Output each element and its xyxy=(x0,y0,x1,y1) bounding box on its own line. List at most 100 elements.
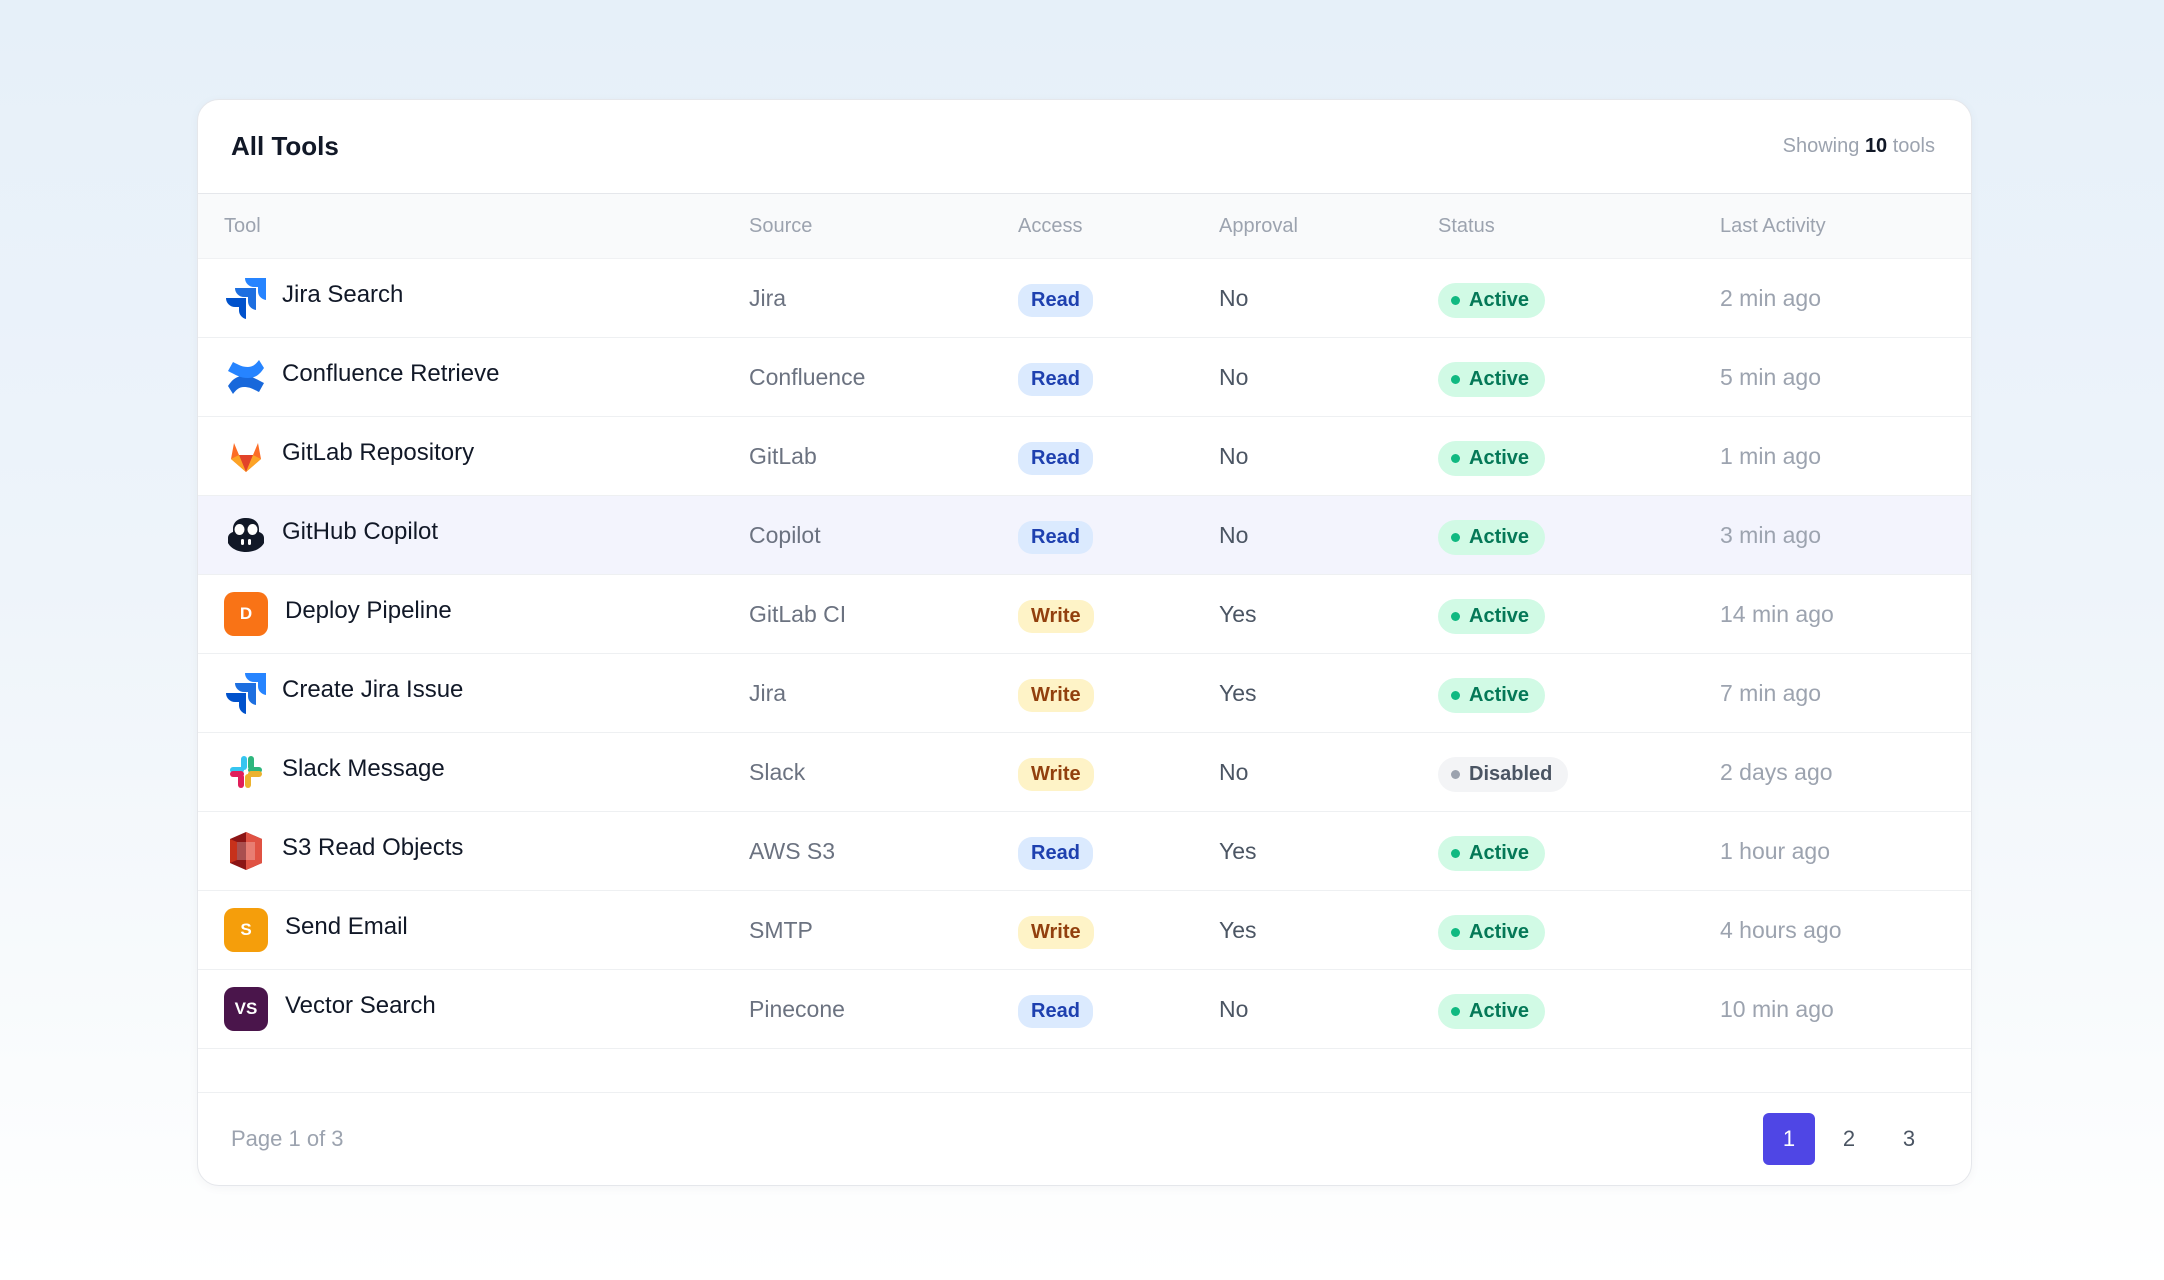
source-cell: Confluence xyxy=(749,363,866,390)
source-cell: Pinecone xyxy=(749,995,845,1022)
tool-cell: GitHub Copilot xyxy=(224,496,438,574)
access-cell: Write xyxy=(1018,575,1094,653)
last-activity-cell: 3 min ago xyxy=(1720,521,1822,548)
access-cell: Read xyxy=(1018,970,1093,1048)
source-cell: Jira xyxy=(749,284,787,311)
table-header: Tool Source Access Approval Status Last … xyxy=(198,194,1971,259)
access-cell: Read xyxy=(1018,496,1093,574)
access-cell: Read xyxy=(1018,259,1093,337)
access-cell: Read xyxy=(1018,812,1093,890)
page-info: Page 1 of 3 xyxy=(231,1126,344,1151)
access-cell: Read xyxy=(1018,417,1093,495)
gitlab-icon xyxy=(224,434,268,478)
status-cell: Active xyxy=(1438,575,1546,653)
table-body: Jira Search Jira Read No Active 2 min ag… xyxy=(198,259,1971,1049)
column-header-status[interactable]: Status xyxy=(1438,214,1495,237)
access-badge: Read xyxy=(1018,283,1093,317)
last-activity-cell: 7 min ago xyxy=(1720,679,1822,706)
status-badge: Active xyxy=(1438,835,1546,871)
tool-cell: Slack Message xyxy=(224,733,445,811)
access-cell: Write xyxy=(1018,891,1094,969)
approval-cell: Yes xyxy=(1219,679,1257,706)
column-header-tool[interactable]: Tool xyxy=(224,214,261,237)
approval-cell: No xyxy=(1219,758,1249,785)
approval-cell: No xyxy=(1219,442,1249,469)
status-cell: Active xyxy=(1438,496,1546,574)
table-row-create-jira-issue[interactable]: Create Jira Issue Jira Write Yes Active … xyxy=(198,654,1971,733)
column-header-source[interactable]: Source xyxy=(749,214,813,237)
status-dot-icon xyxy=(1451,295,1460,305)
access-badge: Read xyxy=(1018,836,1093,870)
table-row-deploy-pipeline[interactable]: D Deploy Pipeline GitLab CI Write Yes Ac… xyxy=(198,575,1971,654)
approval-cell: No xyxy=(1219,995,1249,1022)
status-cell: Active xyxy=(1438,891,1546,969)
showing-count: Showing 10 tools xyxy=(1782,135,1935,157)
last-activity-cell: 14 min ago xyxy=(1720,600,1834,627)
tool-name[interactable]: Vector Search xyxy=(285,992,436,1019)
page-button-3[interactable]: 3 xyxy=(1902,1126,1916,1151)
last-activity-cell: 5 min ago xyxy=(1720,363,1822,390)
letter-s-icon: S xyxy=(224,908,268,952)
card-title: All Tools xyxy=(231,131,339,161)
status-dot-icon xyxy=(1451,927,1460,937)
copilot-icon xyxy=(224,513,268,557)
tool-name[interactable]: GitLab Repository xyxy=(282,439,475,466)
column-header-approval[interactable]: Approval xyxy=(1219,214,1298,237)
page-button-2[interactable]: 2 xyxy=(1842,1126,1856,1151)
access-badge: Write xyxy=(1018,599,1094,633)
table-row-gitlab-repository[interactable]: GitLab Repository GitLab Read No Active … xyxy=(198,417,1971,496)
status-dot-icon xyxy=(1451,1006,1460,1016)
table-row-github-copilot[interactable]: GitHub Copilot Copilot Read No Active 3 … xyxy=(198,496,1971,575)
tool-name[interactable]: Send Email xyxy=(285,913,408,940)
status-dot-icon xyxy=(1451,374,1460,384)
last-activity-cell: 1 hour ago xyxy=(1720,837,1830,864)
status-cell: Active xyxy=(1438,338,1546,416)
status-dot-icon xyxy=(1451,690,1460,700)
access-badge: Read xyxy=(1018,362,1093,396)
table-row-send-email[interactable]: S Send Email SMTP Write Yes Active 4 hou… xyxy=(198,891,1971,970)
tool-cell: Jira Search xyxy=(224,259,403,337)
confluence-icon xyxy=(224,355,268,399)
tool-name[interactable]: Create Jira Issue xyxy=(282,676,464,703)
last-activity-cell: 2 days ago xyxy=(1720,758,1833,785)
status-cell: Disabled xyxy=(1438,733,1569,811)
tool-name[interactable]: Deploy Pipeline xyxy=(285,597,452,624)
access-badge: Write xyxy=(1018,678,1094,712)
tool-cell: Confluence Retrieve xyxy=(224,338,499,416)
tool-name[interactable]: Slack Message xyxy=(282,755,445,782)
letter-vs-icon: VS xyxy=(224,987,268,1031)
pagination: 1 2 3 xyxy=(1763,1113,1935,1165)
page-button-1[interactable]: 1 xyxy=(1763,1113,1815,1165)
status-badge: Active xyxy=(1438,914,1546,950)
table-row-slack-message[interactable]: Slack Message Slack Write No Disabled 2 … xyxy=(198,733,1971,812)
approval-cell: Yes xyxy=(1219,837,1257,864)
last-activity-cell: 4 hours ago xyxy=(1720,916,1842,943)
status-dot-icon xyxy=(1451,532,1460,542)
card-header: All Tools Showing 10 tools xyxy=(198,100,1971,194)
last-activity-cell: 10 min ago xyxy=(1720,995,1834,1022)
approval-cell: No xyxy=(1219,363,1249,390)
column-header-last-activity[interactable]: Last Activity xyxy=(1720,214,1826,237)
status-dot-icon xyxy=(1451,769,1460,779)
tool-cell: Create Jira Issue xyxy=(224,654,463,732)
access-badge: Write xyxy=(1018,915,1094,949)
source-cell: GitLab CI xyxy=(749,600,847,627)
table-row-confluence-retrieve[interactable]: Confluence Retrieve Confluence Read No A… xyxy=(198,338,1971,417)
tool-cell: S Send Email xyxy=(224,891,408,969)
table-row-s3-read-objects[interactable]: S3 Read Objects AWS S3 Read Yes Active 1… xyxy=(198,812,1971,891)
source-cell: Copilot xyxy=(749,521,821,548)
tool-cell: D Deploy Pipeline xyxy=(224,575,452,653)
table-row-jira-search[interactable]: Jira Search Jira Read No Active 2 min ag… xyxy=(198,259,1971,338)
access-badge: Read xyxy=(1018,994,1093,1028)
status-cell: Active xyxy=(1438,259,1546,337)
source-cell: AWS S3 xyxy=(749,837,836,864)
column-header-access[interactable]: Access xyxy=(1018,214,1083,237)
tool-name[interactable]: GitHub Copilot xyxy=(282,518,439,545)
status-badge: Active xyxy=(1438,598,1546,634)
table-row-vector-search[interactable]: VS Vector Search Pinecone Read No Active… xyxy=(198,970,1971,1049)
status-badge: Active xyxy=(1438,993,1546,1029)
tool-name[interactable]: Jira Search xyxy=(282,281,404,308)
tool-name[interactable]: S3 Read Objects xyxy=(282,834,464,861)
tool-name[interactable]: Confluence Retrieve xyxy=(282,360,500,387)
status-badge: Active xyxy=(1438,440,1546,476)
